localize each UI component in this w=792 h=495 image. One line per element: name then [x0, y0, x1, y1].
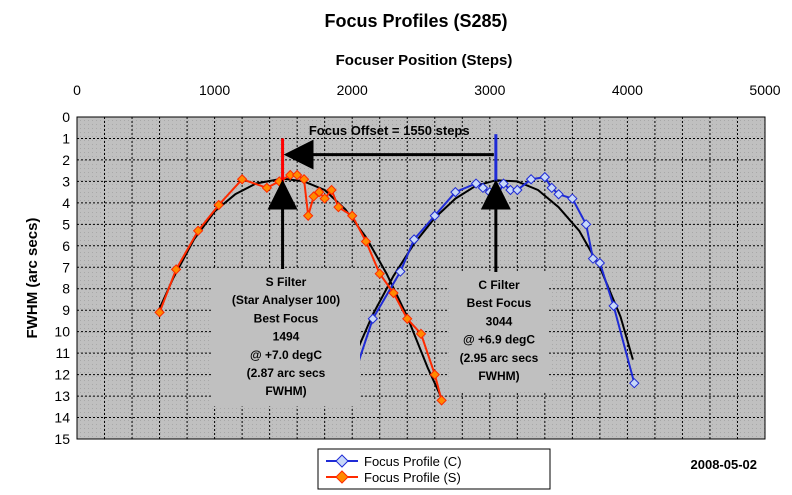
data-point — [429, 369, 440, 380]
legend-label-s: Focus Profile (S) — [364, 470, 461, 485]
data-point — [408, 234, 420, 245]
y-tick-label: 4 — [62, 195, 70, 211]
data-point — [594, 257, 606, 269]
data-point — [319, 193, 330, 204]
data-point — [415, 328, 427, 340]
data-point — [429, 210, 440, 221]
y-tick-label: 8 — [62, 281, 70, 297]
chart-title: Focus Profiles (S285) — [324, 11, 507, 31]
data-point — [192, 225, 204, 236]
s-filter-annotation-box — [212, 269, 360, 407]
y-tick-label: 10 — [54, 324, 70, 340]
c-filter-annotation-line: FWHM) — [478, 369, 519, 383]
data-point — [346, 210, 358, 221]
legend-label-c: Focus Profile (C) — [364, 454, 462, 469]
data-point — [236, 174, 248, 185]
y-tick-label: 6 — [62, 238, 70, 254]
y-tick-label: 11 — [55, 345, 70, 361]
y-tick-label: 7 — [62, 259, 70, 275]
focus-offset-label: Focus Offset = 1550 steps — [309, 123, 470, 138]
annotations: Focus Offset = 1550 steps S Filter (Star A… — [212, 123, 549, 407]
x-tick-label: 3000 — [474, 82, 505, 98]
c-filter-annotation-line: 3044 — [486, 314, 513, 328]
legend: Focus Profile (C) Focus Profile (S) — [317, 448, 551, 490]
y-tick-label: 13 — [54, 388, 70, 404]
plot-area — [76, 116, 766, 440]
x-tick-label: 0 — [73, 82, 81, 98]
data-point — [436, 395, 447, 406]
y-tick-label: 1 — [62, 130, 70, 146]
c-filter-annotation-line: Best Focus — [467, 296, 532, 310]
data-point — [367, 313, 379, 324]
data-point — [629, 377, 640, 389]
data-point — [313, 186, 325, 198]
data-point — [580, 219, 592, 230]
data-point — [546, 182, 557, 194]
data-point — [608, 300, 619, 312]
data-point — [154, 307, 165, 318]
y-tick-label: 15 — [54, 431, 70, 447]
legend-marker-c — [335, 454, 349, 468]
s-filter-annotation-line: S Filter — [266, 275, 307, 289]
c-filter-annotation-box — [449, 272, 549, 392]
y-tick-label: 12 — [54, 367, 70, 383]
data-point — [512, 184, 523, 196]
y-tick-label: 0 — [62, 109, 70, 125]
data-point — [587, 253, 599, 264]
data-point — [567, 193, 578, 204]
y-tick-label: 2 — [62, 152, 70, 168]
x-tick-label: 5000 — [749, 82, 780, 98]
legend-marker-s — [335, 470, 349, 484]
y-tick-label: 14 — [54, 410, 70, 426]
data-point — [298, 174, 310, 185]
s-filter-annotation-line: (Star Analyser 100) — [232, 293, 340, 307]
data-point — [333, 201, 344, 213]
s-filter-annotation-line: Best Focus — [254, 311, 319, 325]
data-point — [291, 169, 303, 181]
data-point — [326, 184, 337, 196]
data-point — [402, 313, 413, 324]
c-filter-annotation-line: C Filter — [478, 278, 520, 292]
s-filter-annotation-line: 1494 — [273, 330, 300, 344]
data-point — [470, 178, 482, 189]
data-point — [525, 174, 537, 185]
y-tick-label: 9 — [62, 302, 70, 318]
data-point — [450, 186, 461, 198]
s-filter-annotation-line: @ +7.0 degC — [250, 348, 322, 362]
data-point — [388, 287, 399, 299]
data-point — [308, 191, 319, 202]
data-point — [539, 171, 551, 183]
data-point — [170, 264, 182, 275]
date-label: 2008-05-02 — [691, 457, 758, 472]
data-point — [395, 266, 406, 277]
data-point — [360, 236, 372, 247]
data-point — [374, 268, 385, 279]
x-tick-labels: 0 1000 2000 3000 4000 5000 — [73, 82, 781, 98]
c-filter-annotation-line: (2.95 arc secs — [460, 351, 539, 365]
x-tick-label: 1000 — [199, 82, 230, 98]
s-filter-annotation-line: FWHM) — [265, 384, 306, 398]
c-filter-annotation-line: @ +6.9 degC — [463, 333, 535, 347]
x-tick-label: 4000 — [612, 82, 643, 98]
data-point — [213, 199, 224, 211]
data-point — [553, 189, 564, 200]
data-point — [302, 210, 314, 221]
y-axis-title: FWHM (arc secs) — [24, 218, 41, 339]
x-axis-title: Focuser Position (Steps) — [336, 52, 513, 69]
x-tick-label: 2000 — [337, 82, 368, 98]
s-filter-annotation-line: (2.87 arc secs — [247, 366, 326, 380]
y-tick-label: 3 — [62, 173, 70, 189]
y-tick-label: 5 — [62, 216, 70, 232]
data-point — [285, 169, 296, 181]
